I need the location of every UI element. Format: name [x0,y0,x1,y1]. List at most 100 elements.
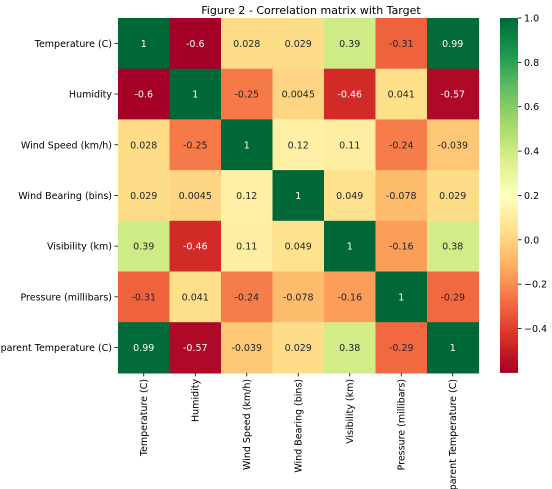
y-tick-label: Visibility (km) [47,242,112,253]
heatmap-cell [221,220,274,273]
heatmap-cell [169,322,222,374]
heatmap-cell [221,68,274,120]
y-tick-label: Humidity [69,90,112,101]
heatmap-cell [118,322,171,374]
cell-value-label: -0.46 [337,90,362,101]
cell-value-label: -0.078 [386,191,417,202]
cell-value-label: -0.31 [389,39,414,50]
cell-value-label: 1 [244,140,250,151]
cell-value-label: -0.29 [440,292,465,303]
heatmap-cell [324,18,377,70]
heatmap-cell [169,170,222,222]
x-tick-label: Wind Speed (km/h) [242,379,253,470]
y-tick-label: Wind Bearing (bins) [18,191,112,202]
y-axis-ticks: Temperature (C) Humidity Wind Speed (km/h)… [0,39,118,354]
heatmap-cell [427,18,480,70]
cell-value-label: 0.99 [133,343,154,354]
heatmap-cell [375,322,428,374]
cell-value-label: -0.24 [389,140,414,151]
heatmap-cell [221,170,274,222]
cell-value-label: 0.041 [388,90,415,101]
x-axis-ticks: Temperature (C) Humidity Wind Speed (km/h)… [139,372,459,489]
heatmap-cell [427,220,480,273]
heatmap-cell [169,119,222,171]
heatmap-cell [221,322,274,374]
cell-value-label: 0.12 [236,191,257,202]
colorbar-tick-label: 0.2 [524,191,539,202]
heatmap-cell [169,68,222,120]
heatmap-cell [324,170,377,222]
colorbar-tick-label: 0.0 [524,235,539,246]
colorbar-tick-label: −0.4 [524,324,547,335]
heatmap-cell [272,220,325,273]
heatmap-cell [375,18,428,70]
cell-value-label: 1 [398,292,404,303]
cell-value-label: -0.57 [440,90,465,101]
heatmap-cell [221,271,274,323]
heatmap-cell [375,220,428,273]
heatmap-cell [169,18,222,70]
cell-value-label: 1 [295,191,301,202]
colorbar-gradient [500,18,518,373]
cell-value-label: -0.039 [437,140,468,151]
heatmap-cell [118,18,171,70]
cell-value-label: -0.16 [337,292,362,303]
cell-value-label: -0.46 [183,242,208,253]
x-tick-label: Wind Bearing (bins) [294,379,305,473]
heatmap-cell [272,322,325,374]
heatmap-cell [118,220,171,273]
colorbar-tick-label: 1.0 [524,14,539,25]
cell-value-label: 0.38 [339,343,360,354]
colorbar-tick-label: 0.8 [524,58,539,69]
cell-value-label: 1 [192,90,198,101]
heatmap-cell [375,271,428,323]
heatmap-cell [375,119,428,171]
cell-value-label: 0.029 [130,191,157,202]
heatmap-cell [272,18,325,70]
heatmap-cell [272,119,325,171]
heatmap-cell [118,119,171,171]
heatmap-cell [118,170,171,222]
heatmap-cell [118,271,171,323]
cell-value-label: -0.57 [183,343,208,354]
cell-value-label: 0.99 [442,39,463,50]
cell-value-label: 0.029 [285,343,312,354]
x-tick-label: Apparent Temperature (C) [448,379,459,489]
heatmap-cell [427,271,480,323]
heatmap-cell [221,119,274,171]
cell-value-label: 0.39 [339,39,360,50]
heatmap-cell [118,68,171,120]
colorbar-tick-label: −0.2 [524,280,547,291]
cell-value-label: 0.12 [288,140,309,151]
cell-value-label: 1 [347,242,353,253]
heatmap-cell [169,271,222,323]
cell-value-label: 0.041 [182,292,209,303]
cell-value-label: 0.0045 [179,191,212,202]
cell-value-label: -0.6 [186,39,205,50]
cell-value-label: -0.29 [389,343,414,354]
heatmap-cell [221,18,274,70]
y-tick-label: Apparent Temperature (C) [0,343,112,354]
chart-title: Figure 2 - Correlation matrix with Targe… [201,4,421,17]
heatmap-cell [375,68,428,120]
cell-value-label: 1 [450,343,456,354]
x-tick-label: Humidity [191,379,202,422]
heatmap-cell [324,322,377,374]
cell-value-label: 1 [141,39,147,50]
cell-value-label: 0.38 [442,242,463,253]
cell-value-label: 0.028 [130,140,157,151]
x-tick-label: Visibility (km) [345,379,356,444]
colorbar-tick-label: 0.6 [524,102,539,113]
heatmap-cells [118,18,480,374]
heatmap-cell [324,68,377,120]
heatmap-cell [324,220,377,273]
heatmap-cell-labels: 1 -0.6 0.028 0.029 0.39 -0.31 0.99 -0.6 1 -0.25 0.… [130,39,468,354]
heatmap-cell [272,68,325,120]
cell-value-label: -0.078 [283,292,314,303]
cell-value-label: 0.049 [336,191,363,202]
cell-value-label: 0.11 [236,242,257,253]
cell-value-label: -0.16 [389,242,414,253]
cell-value-label: -0.25 [183,140,208,151]
heatmap-cell [324,271,377,323]
